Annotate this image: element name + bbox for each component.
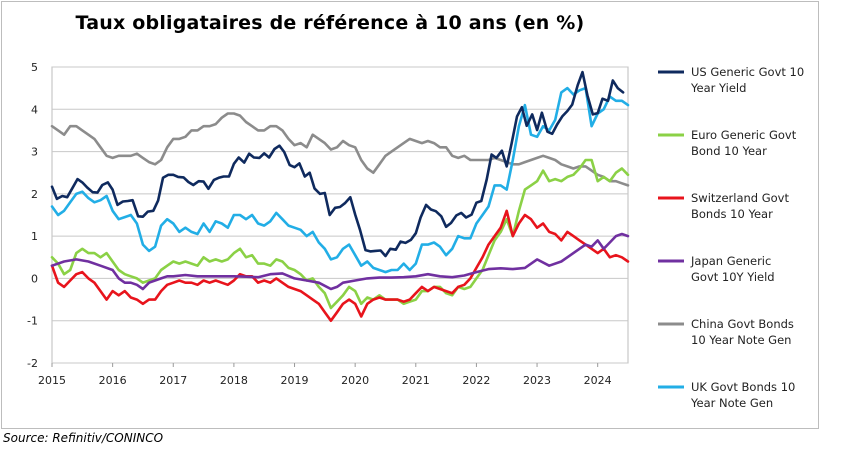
series-line-us-generic-govt-10-year-yield bbox=[50, 70, 625, 258]
y-tick-label: 1 bbox=[31, 230, 38, 243]
y-tick-label: 5 bbox=[31, 61, 38, 74]
series-line-switzerland-govt-bonds-10-year bbox=[50, 209, 630, 322]
x-tick-label: 2015 bbox=[38, 374, 66, 387]
legend-label: China Govt Bonds bbox=[691, 317, 794, 331]
series-line-uk-govt-bonds-10-year-note-gen bbox=[50, 86, 630, 274]
x-tick-label: 2019 bbox=[281, 374, 309, 387]
x-tick-label: 2020 bbox=[341, 374, 369, 387]
legend-label: Bond 10 Year bbox=[691, 144, 767, 158]
legend-label: Year Yield bbox=[690, 81, 746, 95]
y-tick-label: 4 bbox=[31, 103, 38, 116]
chart-title: Taux obligataires de référence à 10 ans … bbox=[75, 12, 585, 34]
legend-label: Year Note Gen bbox=[690, 396, 773, 410]
x-tick-label: 2017 bbox=[159, 374, 187, 387]
legend-label: US Generic Govt 10 bbox=[691, 65, 804, 79]
x-tick-label: 2022 bbox=[462, 374, 490, 387]
y-tick-label: 0 bbox=[31, 272, 38, 285]
y-tick-label: -2 bbox=[27, 357, 38, 370]
y-tick-label: 3 bbox=[31, 146, 38, 159]
x-tick-label: 2018 bbox=[220, 374, 248, 387]
x-tick-label: 2023 bbox=[523, 374, 551, 387]
series-line-euro-generic-govt-bond-10-year bbox=[50, 158, 630, 310]
source-note: Source: Refinitiv/CONINCO bbox=[3, 431, 164, 445]
legend-label: Japan Generic bbox=[690, 254, 771, 268]
legend-label: Govt 10Y Yield bbox=[691, 270, 775, 284]
legend-label: Switzerland Govt bbox=[691, 191, 789, 205]
legend-label: Euro Generic Govt bbox=[691, 128, 797, 142]
x-tick-label: 2016 bbox=[99, 374, 127, 387]
y-tick-label: 2 bbox=[31, 188, 38, 201]
x-tick-label: 2024 bbox=[584, 374, 612, 387]
legend-label: UK Govt Bonds 10 bbox=[691, 380, 795, 394]
x-tick-label: 2021 bbox=[402, 374, 430, 387]
series-line-china-govt-bonds-10-year-note-gen bbox=[50, 112, 630, 187]
chart-frame bbox=[1, 1, 819, 429]
series-line-japan-generic-govt-10y-yield bbox=[50, 232, 630, 291]
legend-label: 10 Year Note Gen bbox=[691, 333, 791, 347]
legend-label: Bonds 10 Year bbox=[691, 207, 773, 221]
y-tick-label: -1 bbox=[27, 315, 38, 328]
